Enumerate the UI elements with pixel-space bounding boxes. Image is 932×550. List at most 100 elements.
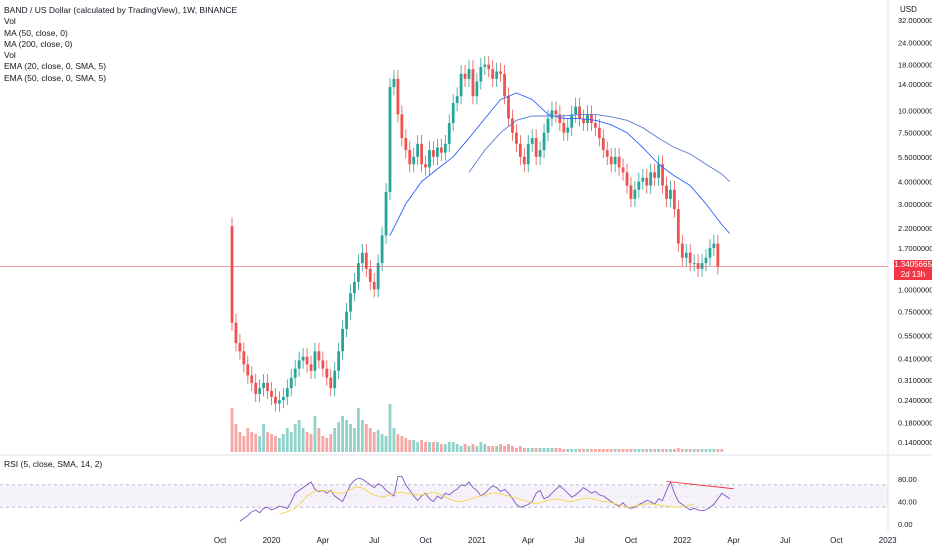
price-tick-label: 0.4100000 bbox=[898, 355, 932, 364]
volume-bar bbox=[305, 432, 309, 452]
volume-bar bbox=[515, 448, 518, 452]
time-tick-label: 2020 bbox=[263, 536, 281, 545]
volume-bar bbox=[704, 449, 708, 452]
candle-body bbox=[546, 118, 550, 133]
volume-bar bbox=[629, 449, 633, 452]
rsi-legend[interactable]: RSI (5, close, SMA, 14, 2) bbox=[4, 459, 103, 469]
candle-body bbox=[459, 73, 463, 97]
price-tick-label: 0.1800000 bbox=[898, 418, 932, 427]
candle-body bbox=[368, 268, 372, 282]
volume-bar bbox=[578, 449, 581, 452]
volume-bar bbox=[641, 449, 645, 452]
legend-ma200[interactable]: MA (200, close, 0) bbox=[4, 38, 73, 49]
candle-body bbox=[317, 351, 321, 361]
volume-bar bbox=[609, 449, 613, 452]
legend-ma50[interactable]: MA (50, close, 0) bbox=[4, 27, 68, 38]
price-axis[interactable]: 32.0000000 24.0000000 18.0000000 14.0000000… bbox=[898, 16, 932, 447]
volume-bar bbox=[590, 449, 593, 452]
volume-bar bbox=[530, 448, 534, 452]
candle-body bbox=[439, 147, 443, 153]
volume-bar bbox=[230, 408, 234, 452]
symbol-title[interactable]: BAND / US Dollar (calculated by TradingV… bbox=[4, 5, 238, 15]
volume-bar bbox=[471, 444, 475, 452]
volume-bar bbox=[455, 444, 459, 452]
legend-ema20[interactable]: EMA (20, close, 0, SMA, 5) bbox=[4, 61, 107, 72]
volume-bar bbox=[301, 428, 305, 452]
time-tick-label: 2021 bbox=[468, 536, 486, 545]
candle-body bbox=[424, 164, 427, 168]
candle-body bbox=[716, 243, 720, 267]
candle-body bbox=[396, 78, 400, 115]
price-tick-label: 1.0000000 bbox=[898, 285, 932, 294]
candle-body bbox=[238, 343, 242, 352]
volume-bar bbox=[416, 442, 420, 452]
time-tick-label: 2022 bbox=[673, 536, 691, 545]
volume-bar bbox=[254, 434, 258, 452]
volume-bar bbox=[345, 420, 348, 452]
volume-bar bbox=[601, 449, 605, 452]
ema50-line bbox=[468, 113, 731, 182]
volume-bar bbox=[297, 420, 301, 452]
volume-bar bbox=[463, 444, 467, 452]
candle-body bbox=[262, 382, 265, 389]
candle-body bbox=[511, 118, 514, 133]
last-price-value: 1.3405665 bbox=[894, 260, 932, 269]
volume-bar bbox=[546, 448, 550, 452]
candle-body bbox=[246, 364, 250, 376]
volume-bar bbox=[309, 434, 313, 452]
candle-body bbox=[625, 172, 629, 186]
candle-body bbox=[360, 252, 364, 264]
price-tick-label: 5.5000000 bbox=[898, 153, 932, 162]
volume-bar bbox=[412, 440, 416, 452]
legend-ema50[interactable]: EMA (50, close, 0, SMA, 5) bbox=[4, 72, 107, 83]
volume-bar bbox=[360, 420, 364, 452]
candle-body bbox=[297, 360, 301, 369]
candle-body bbox=[586, 114, 589, 123]
candle-body bbox=[637, 181, 641, 190]
candle-body bbox=[313, 351, 317, 371]
volume-bar bbox=[605, 449, 609, 452]
candle-body bbox=[704, 257, 708, 264]
rsi-pane bbox=[0, 475, 888, 522]
time-axis[interactable]: Oct 2020 Apr Jul Oct 2021 Apr Jul Oct 2022 Apr Jul O… bbox=[214, 536, 897, 545]
candle-body bbox=[601, 138, 605, 151]
price-tick-label: 14.0000000 bbox=[898, 80, 932, 89]
volume-bar bbox=[716, 449, 720, 452]
volume-bar bbox=[526, 448, 530, 452]
time-tick-label: Oct bbox=[419, 536, 432, 545]
candle-body bbox=[293, 368, 297, 378]
volume-bar bbox=[234, 424, 238, 452]
candle-body bbox=[357, 263, 360, 282]
price-tick-label: 0.1400000 bbox=[898, 438, 932, 447]
candle-body bbox=[582, 118, 585, 123]
price-tick-label: 24.0000000 bbox=[898, 38, 932, 47]
candle-body bbox=[455, 96, 459, 103]
volume-bar bbox=[511, 446, 514, 452]
price-tick-label: 0.3100000 bbox=[898, 376, 932, 385]
volume-bar bbox=[329, 434, 333, 452]
candle-body bbox=[676, 209, 680, 244]
volume-bar bbox=[597, 449, 601, 452]
volume-bar bbox=[341, 416, 344, 452]
candle-body bbox=[341, 328, 344, 352]
candle-body bbox=[708, 248, 712, 258]
legend-vol-2[interactable]: Vol bbox=[4, 50, 16, 61]
rsi-axis[interactable]: 80.00 40.00 0.00 bbox=[898, 475, 917, 529]
time-tick-label: Oct bbox=[830, 536, 843, 545]
legend-vol[interactable]: Vol bbox=[4, 16, 16, 27]
candle-body bbox=[665, 185, 668, 199]
volume-bar bbox=[661, 449, 664, 452]
candle-body bbox=[483, 64, 487, 67]
candle-body bbox=[692, 263, 696, 265]
last-price-tag: 1.3405665 2d 13h bbox=[894, 260, 932, 280]
volume-bar bbox=[333, 428, 337, 452]
volume-bar bbox=[692, 449, 696, 452]
candle-body bbox=[479, 66, 483, 82]
candle-body bbox=[688, 252, 692, 264]
volume-bar bbox=[566, 449, 570, 452]
candle-body bbox=[242, 351, 246, 365]
price-tick-label: 3.0000000 bbox=[898, 200, 932, 209]
candle-body bbox=[554, 110, 558, 115]
candle-body bbox=[475, 81, 479, 97]
